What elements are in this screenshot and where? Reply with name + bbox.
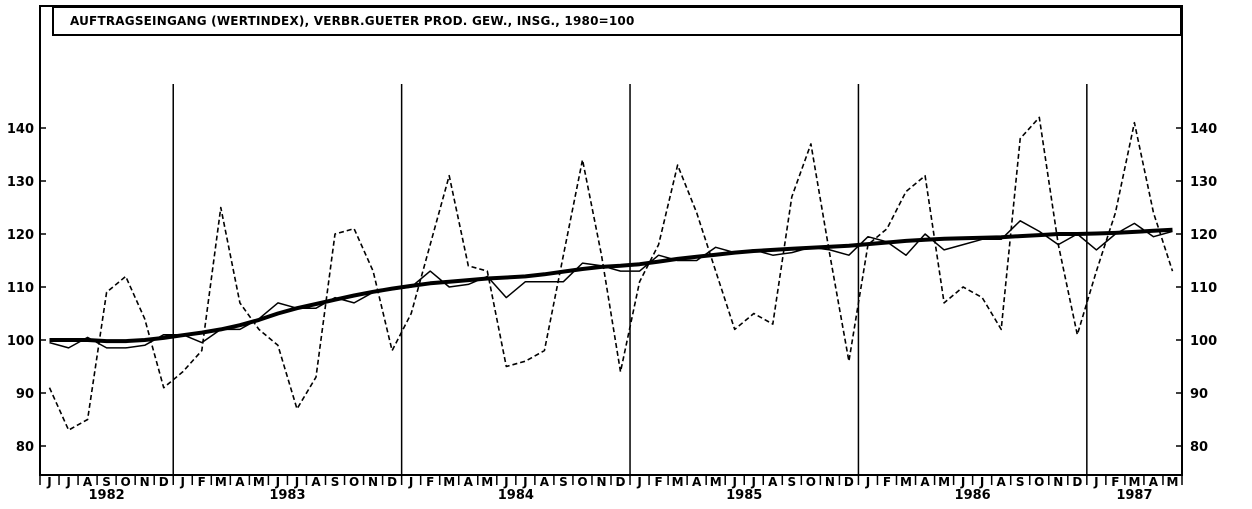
month-label: F	[654, 475, 662, 489]
month-label: M	[900, 475, 912, 489]
month-label: J	[979, 475, 984, 489]
month-label: S	[102, 475, 111, 489]
month-label: J	[865, 475, 870, 489]
y-tick-label-right: 140	[1190, 122, 1217, 137]
month-label: A	[692, 475, 702, 489]
month-label: J	[522, 475, 527, 489]
year-label: 1985	[726, 488, 762, 503]
month-label: M	[253, 475, 265, 489]
year-label: 1986	[955, 488, 991, 503]
year-dividers	[172, 84, 1088, 475]
month-label: M	[672, 475, 684, 489]
month-label: A	[540, 475, 550, 489]
month-label: J	[1093, 475, 1098, 489]
y-tick-label-left: 120	[7, 228, 34, 243]
y-tick-label-right: 130	[1190, 175, 1217, 190]
year-label: 1982	[89, 488, 125, 503]
month-label: J	[275, 475, 280, 489]
year-label: 1984	[498, 488, 534, 503]
month-label: O	[121, 475, 131, 489]
month-label: D	[159, 475, 169, 489]
month-label: M	[938, 475, 950, 489]
month-label: A	[464, 475, 474, 489]
month-label: J	[294, 475, 299, 489]
month-label: J	[180, 475, 185, 489]
plot-frame	[39, 5, 1183, 476]
month-label: A	[235, 475, 245, 489]
month-label: A	[311, 475, 321, 489]
month-label: S	[787, 475, 796, 489]
month-label: N	[140, 475, 150, 489]
month-label: A	[768, 475, 778, 489]
month-label: F	[883, 475, 891, 489]
month-label: O	[577, 475, 587, 489]
month-label: M	[443, 475, 455, 489]
y-tick-label-right: 100	[1190, 334, 1217, 349]
month-label: M	[481, 475, 493, 489]
month-label: N	[1053, 475, 1063, 489]
month-label: A	[1149, 475, 1159, 489]
y-tick-label-right: 110	[1190, 281, 1217, 296]
month-label: D	[844, 475, 854, 489]
y-axis-left: 80 90 100 110 120 130 140	[7, 122, 46, 455]
y-tick-label-left: 130	[7, 175, 34, 190]
month-label: S	[559, 475, 568, 489]
month-label: J	[408, 475, 413, 489]
title-box: AUFTRAGSEINGANG (WERTINDEX), VERBR.GUETE…	[52, 6, 1182, 36]
month-label: N	[368, 475, 378, 489]
month-label: O	[806, 475, 816, 489]
month-label: F	[198, 475, 206, 489]
month-label: J	[751, 475, 756, 489]
month-label: N	[825, 475, 835, 489]
month-label: O	[349, 475, 359, 489]
month-label: O	[1034, 475, 1044, 489]
month-label: A	[920, 475, 930, 489]
month-label: A	[997, 475, 1007, 489]
month-label: D	[616, 475, 626, 489]
series-group	[48, 116, 1174, 431]
month-label: M	[710, 475, 722, 489]
y-tick-label-left: 110	[7, 281, 34, 296]
series-dashed-line	[48, 116, 1174, 431]
chart-title: AUFTRAGSEINGANG (WERTINDEX), VERBR.GUETE…	[70, 14, 635, 28]
month-label: F	[426, 475, 434, 489]
series-thick-line	[49, 227, 1173, 344]
month-label: S	[331, 475, 340, 489]
y-tick-label-left: 140	[7, 122, 34, 137]
month-label: D	[387, 475, 397, 489]
month-label: J	[960, 475, 965, 489]
month-label: J	[65, 475, 70, 489]
y-tick-label-left: 100	[7, 334, 34, 349]
y-tick-label-left: 90	[16, 387, 34, 402]
month-label: M	[1167, 475, 1179, 489]
month-label: J	[636, 475, 641, 489]
month-label: N	[596, 475, 606, 489]
month-label: J	[46, 475, 51, 489]
year-label: 1987	[1116, 488, 1152, 503]
y-tick-label-right: 90	[1190, 387, 1208, 402]
y-axis-right: 80 90 100 110 120 130 140	[1176, 122, 1217, 455]
month-label: S	[1016, 475, 1025, 489]
year-label: 1983	[269, 488, 305, 503]
month-label: A	[83, 475, 93, 489]
month-label: J	[731, 475, 736, 489]
y-tick-label-right: 80	[1190, 440, 1208, 455]
month-label: J	[503, 475, 508, 489]
month-label: M	[215, 475, 227, 489]
plot-border	[39, 5, 1183, 476]
month-label: F	[1111, 475, 1119, 489]
y-tick-label-right: 120	[1190, 228, 1217, 243]
month-label: D	[1072, 475, 1082, 489]
month-label: M	[1128, 475, 1140, 489]
y-tick-label-left: 80	[16, 440, 34, 455]
